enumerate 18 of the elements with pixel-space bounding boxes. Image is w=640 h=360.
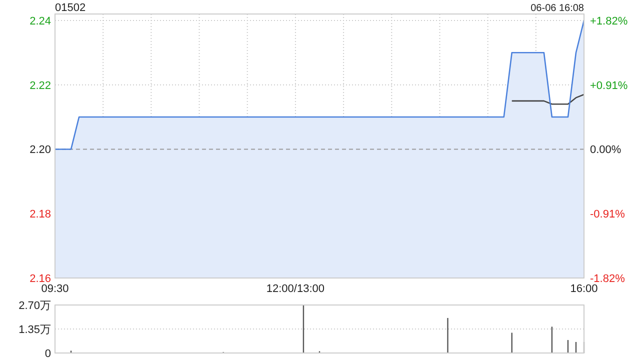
y-tick-label: 2.24 <box>30 15 51 28</box>
x-tick-label: 12:00/13:00 <box>266 283 325 295</box>
y-tick-label: 2.18 <box>30 208 51 221</box>
chart-title: 01502 <box>55 2 86 14</box>
y2-tick-label: -0.91% <box>590 208 626 221</box>
y-tick-label: 1.35万 <box>18 324 51 336</box>
x-tick-label: 16:00 <box>570 283 598 295</box>
text: 06-06 16:08 <box>530 3 584 14</box>
y-tick-label: 2.20 <box>30 144 51 156</box>
y2-tick-label: 0.00% <box>590 144 622 156</box>
y-tick-label: 2.16 <box>30 273 51 285</box>
y2-tick-label: -1.82% <box>590 273 626 285</box>
y2-tick-label: +1.82% <box>590 15 628 28</box>
y-tick-label: 2.22 <box>30 80 51 92</box>
x-tick-label: 09:30 <box>41 283 69 295</box>
y-tick-label: 2.70万 <box>18 300 51 312</box>
y2-tick-label: +0.91% <box>590 80 628 92</box>
y-tick-label: 0 <box>44 348 51 360</box>
